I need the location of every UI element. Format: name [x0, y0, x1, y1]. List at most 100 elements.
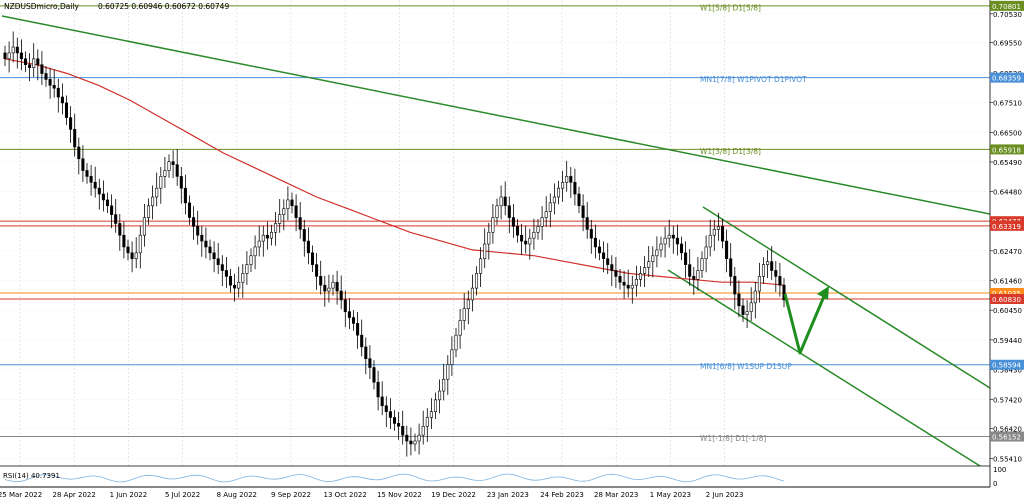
candle-body	[28, 64, 32, 68]
time-tick-label: 13 Oct 2022	[324, 491, 367, 499]
candle-body	[155, 187, 159, 198]
candle-body	[343, 299, 347, 312]
candle-body	[56, 87, 60, 98]
price-tick-label: 0.60450	[993, 307, 1022, 315]
candle-body	[659, 243, 663, 251]
time-tick-label: 15 Nov 2022	[377, 491, 422, 499]
candle-body	[634, 279, 638, 286]
candle-body	[630, 284, 634, 289]
candle-body	[474, 273, 479, 289]
candle-body	[298, 217, 302, 230]
candle-body	[511, 217, 515, 227]
candle-body	[159, 176, 163, 189]
candle-body	[409, 440, 413, 445]
candle-body	[778, 276, 782, 286]
price-tag-label: 0.56152	[992, 434, 1021, 442]
candle-body	[151, 196, 155, 207]
candle-body	[401, 426, 405, 436]
candle-body	[761, 264, 766, 277]
candle-body	[720, 226, 725, 242]
candle-body	[192, 217, 196, 227]
candle-body	[507, 205, 511, 218]
candle-body	[651, 255, 655, 262]
price-tick-label: 0.65490	[993, 159, 1022, 167]
candle-body	[179, 176, 183, 189]
candle-body	[368, 358, 372, 368]
time-tick-label: 9 Sep 2022	[271, 491, 311, 499]
rsi-line	[4, 473, 785, 483]
candle-body	[597, 246, 602, 254]
candle-body	[774, 270, 778, 277]
candle-body	[89, 176, 93, 183]
candle-body	[696, 270, 700, 280]
candle-body	[319, 276, 323, 286]
candle-body	[146, 205, 151, 218]
candle-body	[688, 264, 692, 277]
candle-body	[360, 334, 364, 348]
candle-body	[737, 293, 741, 307]
candle-body	[241, 273, 245, 283]
candle-body	[85, 170, 89, 177]
candle-body	[73, 129, 77, 148]
time-tick-label: 28 Mar 2023	[594, 491, 638, 499]
price-tick-label: 0.69550	[993, 40, 1022, 48]
price-tag-label: 0.65918	[992, 146, 1021, 154]
candle-body	[446, 364, 450, 380]
candle-body	[265, 234, 269, 239]
price-tag	[990, 0, 1024, 11]
candle-body	[405, 434, 409, 442]
price-tick-label: 0.66500	[993, 129, 1022, 137]
candle-body	[663, 237, 667, 245]
descending-trendline	[1, 15, 990, 215]
candle-body	[356, 323, 360, 336]
candle-body	[204, 240, 208, 248]
price-tick-label: 0.55410	[993, 455, 1022, 463]
candle-body	[15, 46, 19, 54]
candle-body	[454, 334, 458, 351]
candle-body	[638, 273, 643, 280]
forecast-arrowhead	[817, 286, 829, 300]
candle-body	[487, 231, 491, 245]
candle-body	[44, 73, 48, 80]
candle-body	[520, 234, 524, 242]
price-tick-label: 0.61460	[993, 277, 1022, 285]
candle-body	[708, 234, 712, 248]
candle-body	[294, 205, 298, 218]
candle-body	[93, 181, 97, 189]
candle-body	[138, 234, 142, 254]
candle-body	[548, 202, 552, 212]
candle-body	[23, 58, 28, 65]
candle-body	[233, 284, 237, 289]
candle-body	[60, 96, 64, 104]
candle-body	[667, 234, 671, 239]
candle-body	[388, 411, 392, 418]
candle-body	[19, 52, 23, 60]
candle-body	[606, 258, 610, 265]
candle-body	[438, 390, 442, 401]
candle-body	[274, 223, 278, 233]
candle-body	[626, 284, 630, 289]
candle-body	[458, 320, 462, 336]
candle-body	[499, 196, 503, 207]
candle-body	[544, 211, 548, 218]
time-tick-label: 28 Apr 2022	[53, 491, 96, 499]
candle-body	[372, 367, 376, 383]
price-tag	[990, 287, 1024, 298]
price-tag-label: 0.58594	[992, 362, 1021, 370]
price-tag-label: 0.70801	[992, 3, 1021, 11]
level-labels: W1[5/8] D1[5/8] MN1[7/8] W1PIVOT D1PIVOT W…	[700, 3, 807, 443]
candle-body	[712, 229, 716, 236]
price-tag	[990, 359, 1024, 370]
candle-body	[269, 231, 274, 239]
candle-body	[253, 246, 257, 257]
candle-body	[200, 234, 204, 242]
candle-body	[323, 284, 327, 292]
time-tick-label: 1 May 2023	[650, 491, 691, 499]
candle-body	[290, 199, 294, 207]
candle-body	[421, 426, 425, 436]
candle-body	[126, 246, 130, 254]
candle-body	[380, 396, 384, 407]
price-tag	[990, 220, 1024, 231]
price-tick-label: 0.67510	[993, 100, 1022, 108]
price-tick-label: 0.57420	[993, 396, 1022, 404]
